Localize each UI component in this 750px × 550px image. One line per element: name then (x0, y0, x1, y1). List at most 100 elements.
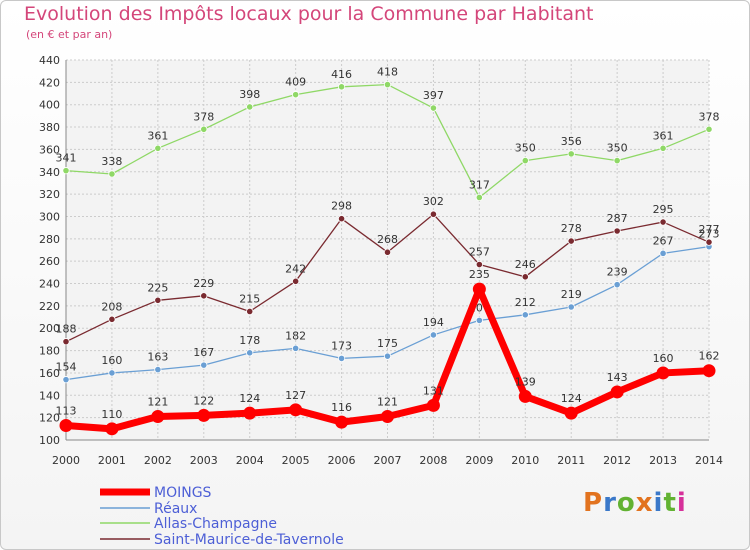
y-tick-label: 220 (39, 300, 60, 313)
data-label: 295 (653, 203, 674, 216)
data-label: 268 (377, 233, 398, 246)
data-label: 298 (331, 200, 352, 213)
data-point (335, 415, 349, 429)
data-label: 215 (239, 292, 260, 305)
data-point (659, 218, 667, 226)
x-tick-label: 2012 (603, 454, 631, 467)
data-label: 122 (193, 394, 214, 407)
y-tick-label: 280 (39, 233, 60, 246)
logo-letter: i (653, 488, 664, 518)
data-point (429, 331, 438, 339)
data-point (292, 277, 300, 285)
data-point (521, 273, 529, 281)
x-tick-label: 2008 (419, 454, 447, 467)
data-label: 219 (561, 288, 582, 301)
x-tick-label: 2007 (374, 454, 402, 467)
data-point (337, 215, 346, 223)
y-tick-label: 260 (39, 255, 60, 268)
data-point (564, 406, 578, 420)
data-label: 163 (147, 351, 168, 364)
data-point (383, 248, 392, 256)
data-label: 361 (147, 129, 168, 142)
data-label: 350 (607, 142, 628, 155)
data-label: 121 (377, 396, 398, 409)
data-point (108, 170, 116, 178)
legend-label: Allas-Champagne (154, 516, 277, 532)
data-point (705, 125, 713, 133)
legend-label: Saint-Maurice-de-Tavernole (154, 532, 344, 548)
data-label: 398 (239, 88, 260, 101)
data-point (472, 282, 486, 296)
data-point (656, 366, 670, 380)
x-tick-label: 2013 (649, 454, 677, 467)
data-label: 178 (239, 334, 260, 347)
data-label: 277 (699, 223, 720, 236)
logo-letter: o (616, 488, 636, 518)
data-label: 113 (56, 404, 77, 417)
data-label: 378 (193, 110, 214, 123)
logo-letter: t (663, 488, 677, 518)
data-point (151, 410, 165, 424)
y-tick-label: 180 (39, 345, 60, 358)
data-label: 143 (607, 371, 628, 384)
data-label: 273 (699, 228, 720, 241)
x-tick-label: 2006 (328, 454, 356, 467)
data-label: 160 (101, 354, 122, 367)
data-point (610, 385, 624, 399)
y-tick-label: 100 (39, 434, 60, 447)
data-label: 257 (469, 246, 490, 259)
data-label: 356 (561, 135, 582, 148)
y-tick-label: 200 (39, 322, 60, 335)
data-point (154, 296, 162, 304)
data-label: 131 (423, 384, 444, 397)
chart-title: Evolution des Impôts locaux pour la Comm… (24, 3, 594, 25)
data-point (702, 364, 716, 378)
data-label: 116 (331, 401, 352, 414)
data-label: 154 (56, 361, 77, 374)
data-point (521, 311, 529, 319)
data-point (567, 237, 575, 245)
data-point (613, 281, 621, 289)
data-point (200, 361, 208, 369)
x-tick-label: 2005 (282, 454, 310, 467)
data-point (383, 80, 392, 89)
data-label: 162 (699, 350, 720, 363)
data-point (108, 315, 116, 323)
x-tick-label: 2001 (98, 454, 126, 467)
data-point (429, 104, 438, 112)
data-label: 173 (331, 339, 352, 352)
data-point (337, 354, 346, 363)
data-point (246, 103, 254, 111)
y-tick-label: 440 (39, 54, 60, 67)
data-point (426, 398, 440, 412)
data-point (154, 365, 162, 374)
data-label: 235 (469, 268, 490, 281)
data-label: 194 (423, 316, 444, 329)
logo-letter: i (676, 488, 687, 518)
data-label: 167 (193, 346, 214, 359)
data-label: 239 (607, 266, 628, 279)
x-tick-label: 2011 (557, 454, 585, 467)
data-label: 124 (239, 392, 260, 405)
data-label: 317 (469, 178, 490, 191)
data-point (197, 408, 211, 422)
data-label: 267 (653, 234, 674, 247)
data-point (518, 389, 532, 403)
data-point (62, 167, 70, 175)
data-point (381, 410, 394, 424)
x-tick-label: 2009 (465, 454, 493, 467)
data-label: 341 (56, 152, 77, 165)
data-point (108, 369, 116, 377)
data-label: 242 (285, 262, 306, 275)
data-point (659, 144, 667, 152)
x-tick-label: 2000 (52, 454, 80, 467)
data-label: 110 (101, 408, 122, 421)
data-point (243, 406, 257, 420)
data-label: 139 (515, 375, 536, 388)
data-label: 160 (653, 352, 674, 365)
data-point (154, 144, 162, 152)
data-point (292, 344, 300, 352)
logo-letter: P (583, 488, 604, 518)
data-label: 175 (377, 337, 398, 350)
